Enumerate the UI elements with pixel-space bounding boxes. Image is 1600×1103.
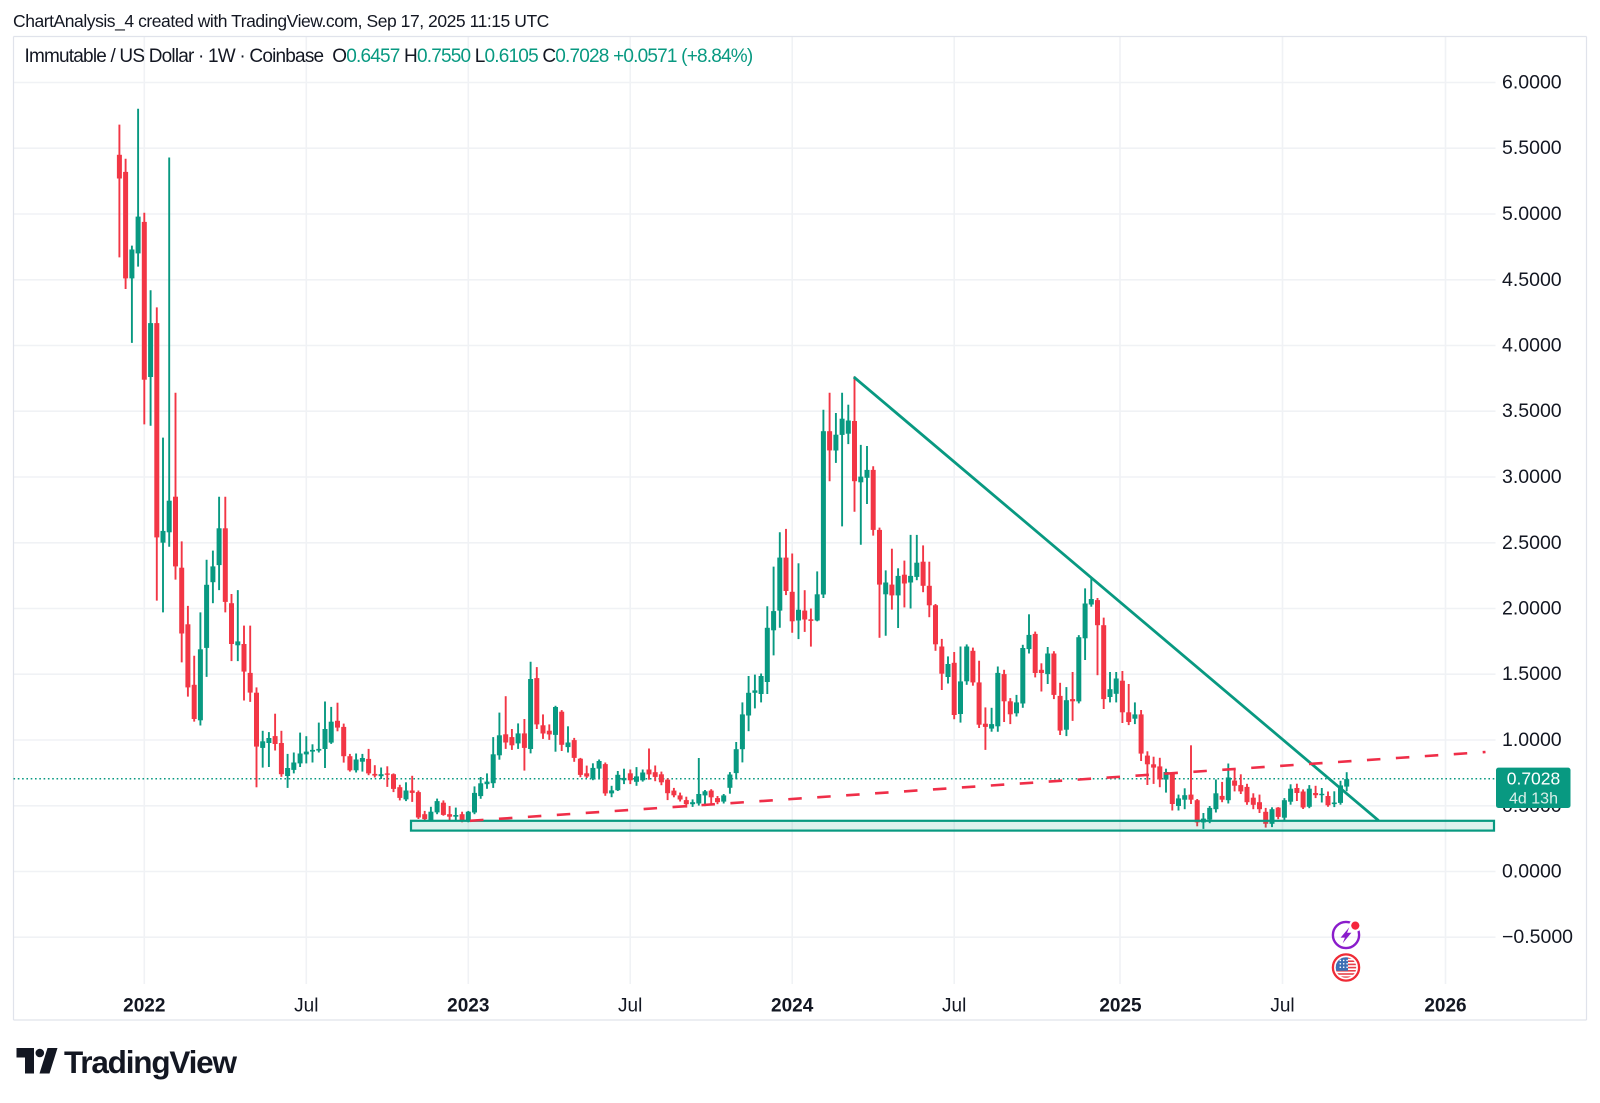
svg-text:Jul: Jul <box>1270 996 1294 1017</box>
svg-text:−0.5000: −0.5000 <box>1502 926 1573 948</box>
svg-text:4.5000: 4.5000 <box>1502 269 1562 291</box>
svg-text:2026: 2026 <box>1424 996 1466 1017</box>
svg-text:1.5000: 1.5000 <box>1502 663 1562 685</box>
svg-text:TradingView: TradingView <box>64 1044 237 1080</box>
svg-text:0.7028: 0.7028 <box>1507 769 1561 789</box>
svg-text:2.5000: 2.5000 <box>1502 532 1562 554</box>
svg-text:2.0000: 2.0000 <box>1502 598 1562 620</box>
svg-text:2024: 2024 <box>771 996 814 1017</box>
svg-text:3.5000: 3.5000 <box>1502 400 1562 422</box>
svg-text:Jul: Jul <box>294 996 318 1017</box>
svg-text:4.0000: 4.0000 <box>1502 335 1562 357</box>
svg-text:5.5000: 5.5000 <box>1502 137 1562 159</box>
svg-text:4d 13h: 4d 13h <box>1509 791 1558 808</box>
svg-text:2025: 2025 <box>1099 996 1142 1017</box>
svg-text:3.0000: 3.0000 <box>1502 466 1562 488</box>
svg-text:2023: 2023 <box>447 996 489 1017</box>
svg-text:2022: 2022 <box>123 996 165 1017</box>
svg-text:0.0000: 0.0000 <box>1502 861 1562 883</box>
svg-text:Jul: Jul <box>618 996 642 1017</box>
svg-text:Jul: Jul <box>942 996 966 1017</box>
svg-text:1.0000: 1.0000 <box>1502 729 1562 751</box>
svg-text:5.0000: 5.0000 <box>1502 203 1562 225</box>
svg-text:6.0000: 6.0000 <box>1502 72 1562 94</box>
